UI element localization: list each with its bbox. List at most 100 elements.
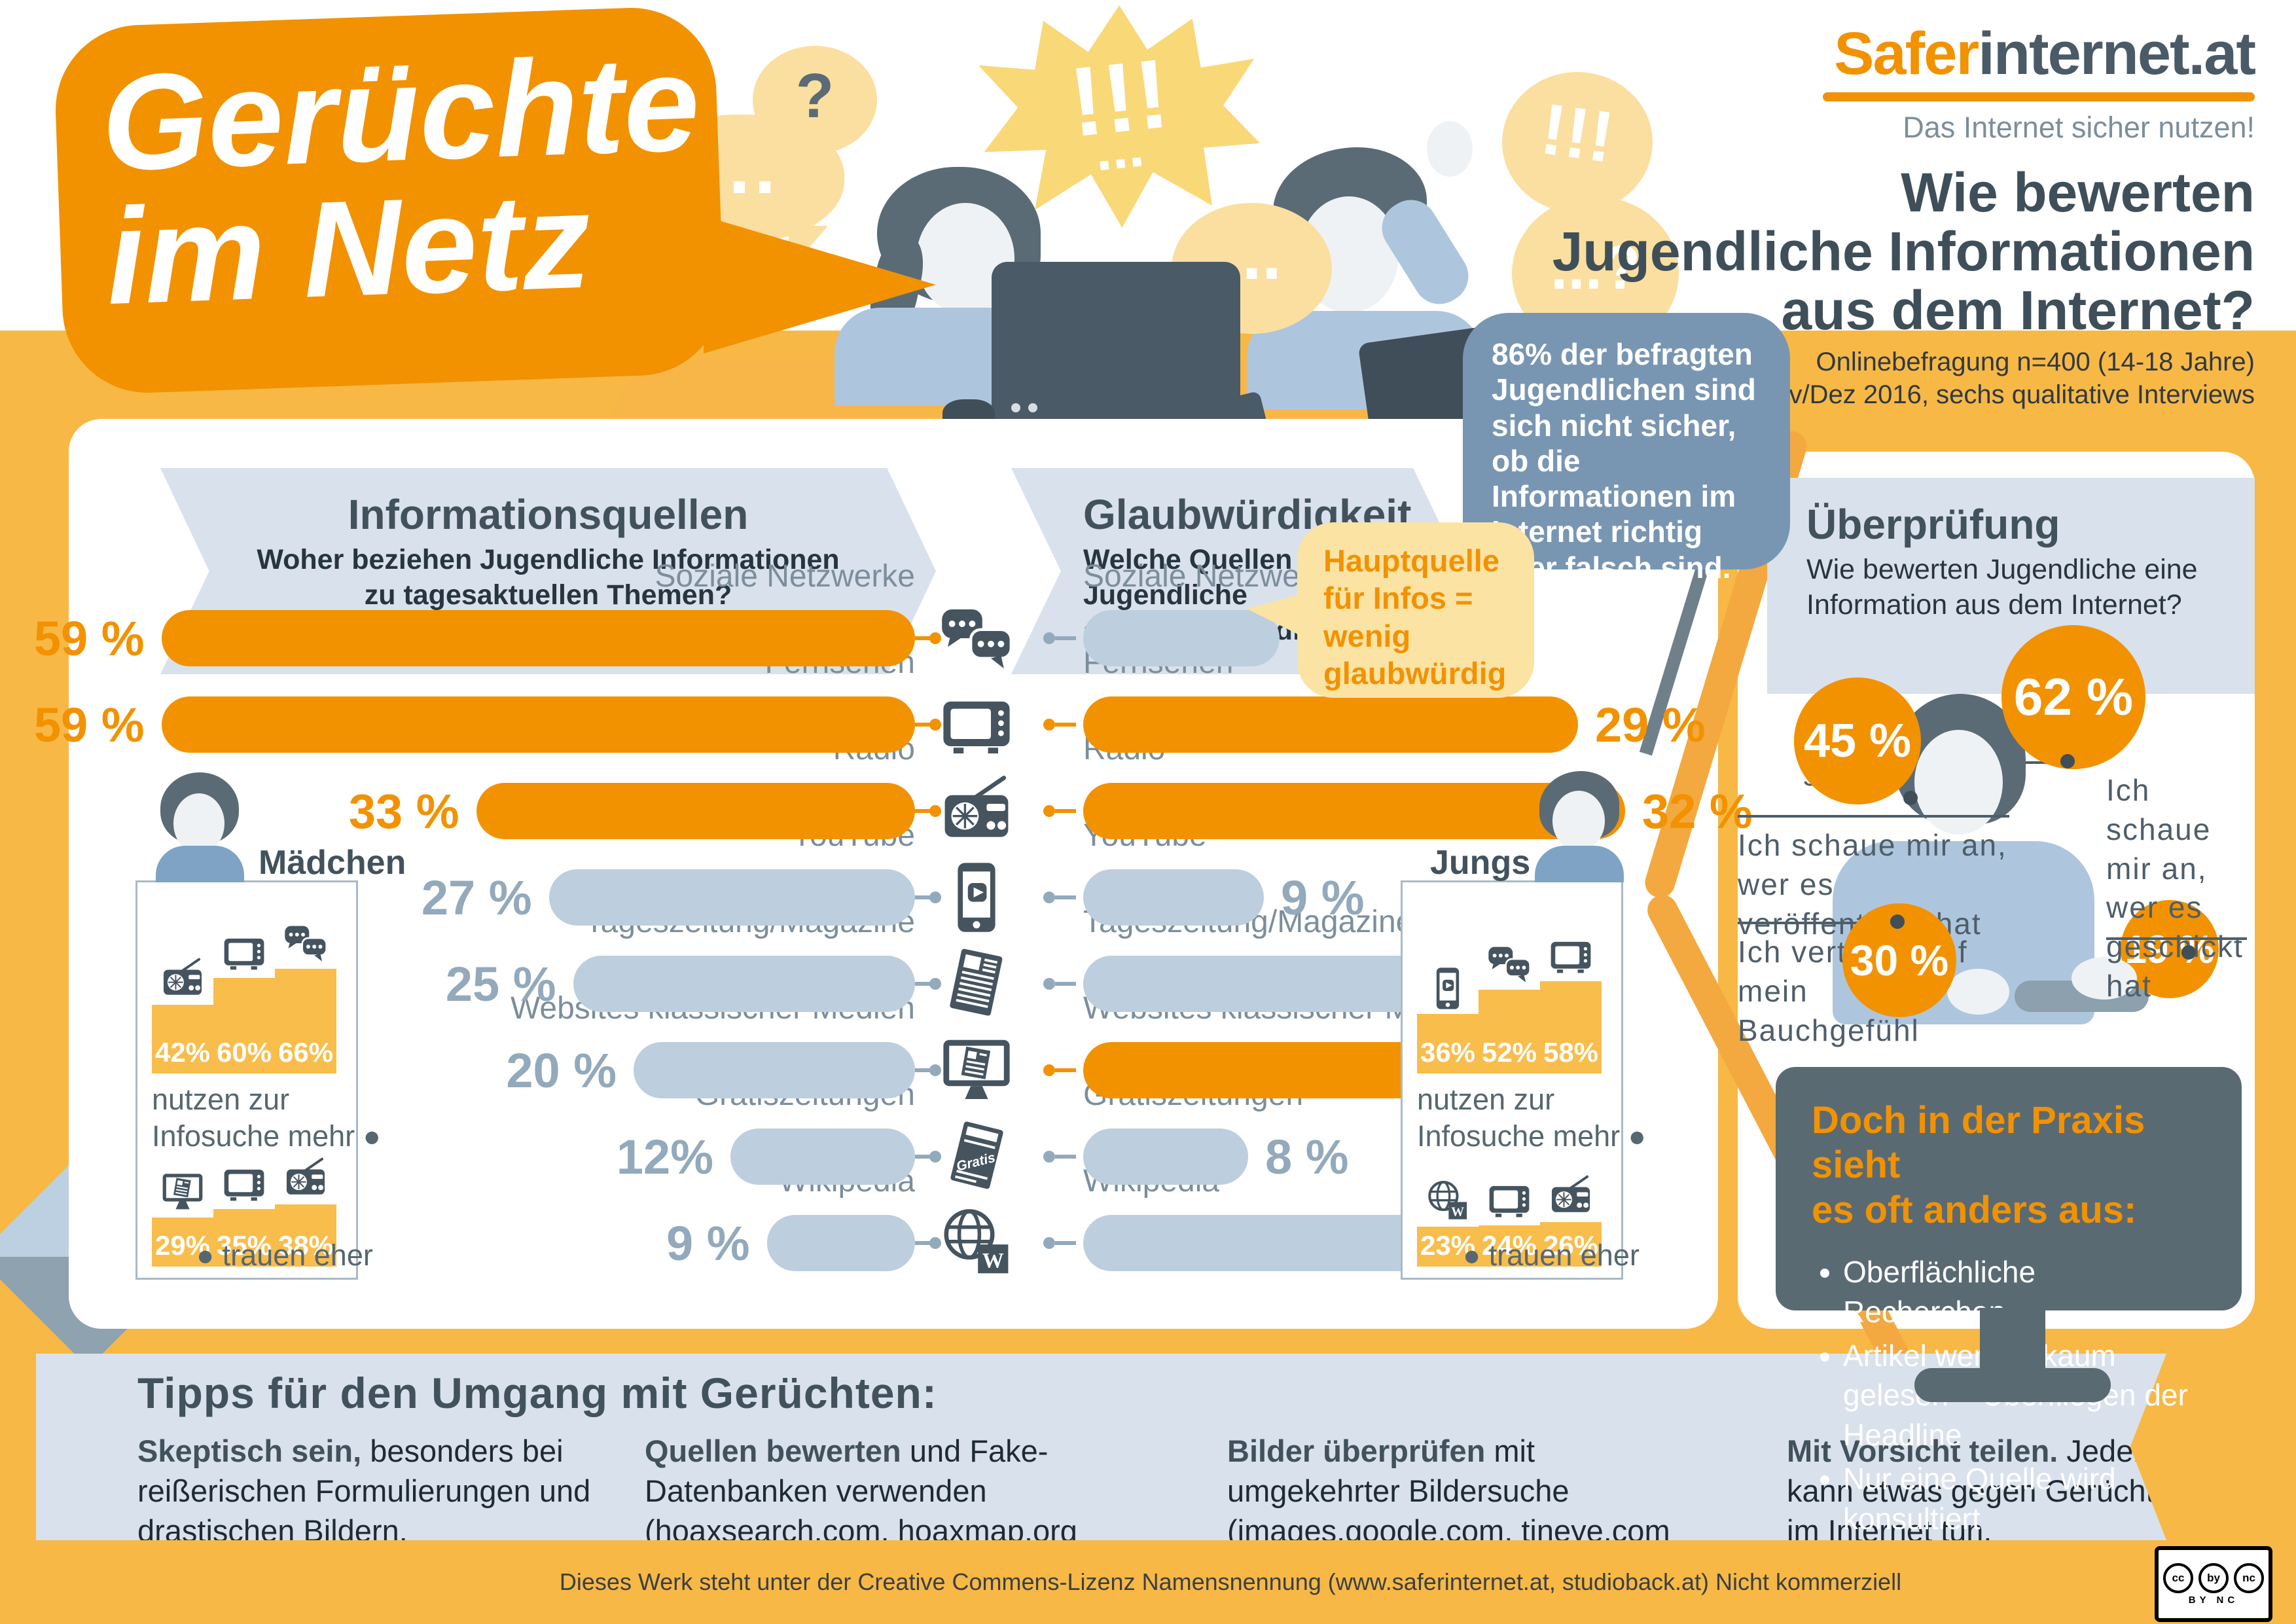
bar-wikipedia-credibility — [1083, 1215, 1452, 1271]
bar-value: 12% — [616, 1129, 713, 1184]
section-title-sources: Informationsquellen — [348, 491, 749, 538]
survey-note: Onlinebefragung n=400 (14-18 Jahre) Nov/… — [1755, 348, 2255, 409]
license-text: Dieses Werk steht unter der Creative Com… — [559, 1568, 1902, 1595]
bar-tageszeitung-credibility — [1083, 956, 1437, 1012]
bar-wikipedia-sources — [766, 1215, 915, 1271]
boy-hand — [1427, 121, 1473, 177]
bar-fernsehen-sources — [161, 696, 915, 753]
tv-icon — [1549, 934, 1592, 977]
rule-dot — [1903, 791, 1918, 805]
jungs-more-chart: 36% 52% 58% — [1417, 910, 1602, 1074]
bar-value: 32 % — [1642, 784, 1753, 839]
bar-tageszeitung-sources — [573, 956, 915, 1012]
mini-bar: 38% — [275, 1204, 336, 1267]
boy-avatar-face — [1552, 791, 1605, 851]
maedchen-trust-caption: ● trauen eher — [196, 1238, 373, 1272]
exclaim-bubble-right: !!! — [1502, 72, 1653, 213]
rule-geschickt — [2106, 937, 2247, 940]
title-bubble-tail — [704, 216, 936, 353]
person-hand-left — [1947, 969, 2009, 1015]
radio-icon — [941, 775, 1013, 847]
jungs-trust-chart: 23% 24% 26% — [1417, 1152, 1602, 1267]
bar-value: 27 % — [421, 870, 532, 925]
praxis-bullet: Oberflächliche Recherchen — [1843, 1252, 2206, 1331]
logo-internet: internet.at — [1978, 20, 2256, 87]
boy-avatar-shoulders — [1535, 846, 1624, 882]
logo-safer: Safer — [1834, 20, 1979, 87]
question-bubble-text: ? — [795, 61, 834, 131]
jungs-trust-caption: ● trauen eher — [1463, 1238, 1640, 1272]
banner-ueberpruefung: Überprüfung Wie bewerten Jugendliche ein… — [1767, 478, 2255, 694]
gratis-newspaper-icon — [941, 1121, 1013, 1193]
praxis-title: Doch in der Praxis sieht es oft anders a… — [1812, 1099, 2145, 1231]
bar-websites-sources — [634, 1042, 915, 1098]
bar-value: 59 % — [33, 611, 145, 666]
monitor-stand-neck — [1980, 1308, 2045, 1372]
section-title-verification: Überprüfung — [1806, 501, 2060, 548]
rule-veroeffentlicht — [1738, 815, 2009, 818]
hauptquelle-note: Hauptquelle für Infos = wenig glaubwürdi… — [1297, 522, 1534, 698]
bar-value: 33 % — [348, 784, 459, 839]
circle-19: 19 % — [2121, 900, 2219, 998]
bar-value: 8 % — [1265, 1129, 1349, 1184]
dots-question-bubble-text: ...? — [1550, 233, 1641, 302]
tv-icon — [1488, 1178, 1531, 1221]
main-heading: Wie bewerten Jugendliche Informationen a… — [1552, 162, 2255, 341]
bar-radio-sources — [476, 783, 915, 839]
tips-title: Tipps für den Umgang mit Gerüchten: — [137, 1369, 937, 1417]
mini-bar: 66% — [275, 969, 336, 1074]
mini-bar: 29% — [152, 1218, 213, 1267]
rule-dot — [2181, 945, 2196, 960]
section-subtitle-sources: Woher beziehen Jugendliche Informationen… — [257, 544, 840, 611]
maedchen-title: Mädchen — [259, 844, 406, 882]
mini-bar: 58% — [1540, 981, 1602, 1074]
category-label: Soziale Netzwerke — [655, 559, 916, 594]
title-bubble: Gerüchte im Netz — [52, 5, 726, 396]
bar-gratiszeitungen-credibility — [1083, 1128, 1248, 1185]
bar-value: 9 % — [666, 1216, 750, 1271]
tips-panel: Tipps für den Umgang mit Gerüchten: Skep… — [36, 1354, 2166, 1540]
bar-value: 20 % — [506, 1043, 617, 1098]
wikipedia-globe-icon — [1426, 1180, 1469, 1223]
girl-avatar-face — [173, 793, 224, 854]
mini-bar: 26% — [1540, 1222, 1602, 1267]
logo-tagline: Das Internet sicher nutzen! — [1903, 111, 2255, 144]
tip-item: Skeptisch sein, besonders bei reißerisch… — [137, 1434, 591, 1549]
cc-by-icon: by — [2198, 1562, 2229, 1593]
youtube-phone-icon — [941, 861, 1013, 933]
rule-dot — [1890, 914, 1905, 929]
bar-soziale-netzwerke-sources — [161, 610, 915, 666]
bar-value: 59 % — [33, 697, 145, 752]
maedchen-more-caption: nutzen zur Infosuche mehr ● — [152, 1083, 381, 1153]
hauptquelle-note-tail — [1247, 589, 1319, 645]
tv-icon — [223, 931, 266, 974]
bar-radio-credibility — [1083, 783, 1625, 839]
section-subtitle-verification: Wie bewerten Jugendliche eine Informatio… — [1806, 554, 2198, 621]
verification-label-geschickt: Ich schaue mir an, wer es geschickt hat — [2106, 773, 2244, 1003]
mini-bar: 35% — [213, 1208, 275, 1267]
person-face — [1914, 730, 2003, 835]
mini-bar: 52% — [1479, 990, 1540, 1074]
bar-value: 9 % — [1281, 870, 1365, 925]
logo-underline — [1823, 92, 2255, 101]
mini-bar: 42% — [152, 1005, 213, 1074]
person-hand-right — [2072, 957, 2137, 1000]
chat-icon — [1488, 943, 1531, 986]
radio-icon — [161, 958, 204, 1001]
girl-avatar-shoulders — [156, 846, 244, 882]
bar-value: 25 % — [445, 956, 556, 1011]
mini-bar: 23% — [1417, 1227, 1479, 1267]
circle-62: 62 % — [2001, 625, 2145, 769]
mini-bar: 36% — [1417, 1014, 1479, 1074]
wikipedia-globe-icon — [941, 1207, 1013, 1279]
radio-icon — [284, 1157, 327, 1200]
bar-youtube-credibility — [1083, 869, 1264, 926]
tv-icon — [941, 689, 1013, 761]
monitor-stand-base — [1914, 1368, 2111, 1402]
tv-icon — [223, 1162, 266, 1205]
chat-icon — [941, 602, 1013, 674]
rule-bauchgefuehl — [1738, 922, 1898, 924]
bar-gratiszeitungen-sources — [730, 1128, 915, 1185]
cc-badge-caption: BY NC — [2188, 1594, 2239, 1606]
